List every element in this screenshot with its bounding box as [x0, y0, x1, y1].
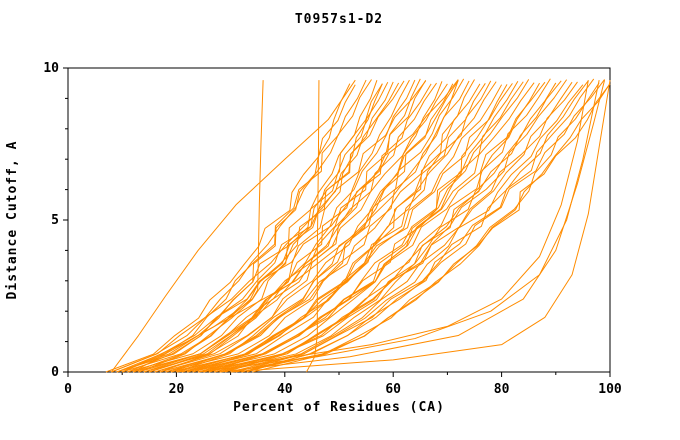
y-tick-label: 0 [51, 365, 59, 380]
curve-low-right-3 [219, 80, 606, 373]
model-curve [165, 83, 481, 373]
model-curve [111, 80, 427, 373]
model-curve [208, 79, 568, 373]
model-curve [208, 79, 530, 373]
y-tick-label: 5 [51, 213, 59, 228]
curve-far-bottom [230, 80, 611, 373]
chart-title: T0957s1-D2 [294, 12, 384, 27]
model-curve [197, 84, 508, 373]
x-tick-label: 100 [598, 382, 622, 397]
model-curve [159, 83, 432, 373]
x-tick-label: 20 [169, 382, 185, 397]
curve-vertical-46 [306, 80, 320, 373]
model-curve [214, 81, 578, 373]
model-curve [246, 79, 605, 373]
model-curve [219, 80, 589, 373]
plot-border [67, 67, 611, 373]
model-curve [127, 80, 405, 373]
model-curve [132, 81, 389, 373]
model-curve [203, 80, 519, 373]
model-curve [165, 81, 443, 373]
model-curve [116, 83, 383, 373]
model-curve [176, 84, 503, 373]
model-curve [122, 79, 367, 373]
x-tick-label: 60 [385, 382, 401, 397]
model-curve [170, 83, 454, 373]
model-curve [225, 80, 562, 373]
x-axis-label: Percent of Residues (CA) [233, 400, 445, 415]
model-curve [154, 80, 459, 373]
model-curve [116, 83, 351, 373]
model-curve [111, 79, 372, 373]
model-curve [149, 79, 410, 373]
x-tick-label: 0 [64, 382, 72, 397]
model-curve [219, 78, 551, 373]
model-curve [116, 79, 459, 373]
x-tick-label: 80 [494, 382, 510, 397]
model-curve [187, 81, 524, 373]
x-tick-label: 40 [277, 382, 293, 397]
model-curve [192, 81, 497, 373]
model-curve [187, 83, 486, 373]
model-curve [252, 83, 611, 373]
model-curve [235, 84, 584, 373]
model-curve [192, 82, 535, 373]
model-curve [127, 80, 378, 373]
curve-low-right-2 [198, 80, 600, 373]
model-curve [105, 84, 356, 373]
model-curve [241, 78, 595, 373]
model-curve [138, 82, 400, 373]
model-curve [143, 83, 383, 373]
y-tick-label: 10 [43, 61, 59, 76]
curve-early-top [110, 79, 356, 373]
model-curve [176, 78, 465, 373]
model-curve [138, 80, 427, 373]
model-curve [214, 82, 540, 373]
